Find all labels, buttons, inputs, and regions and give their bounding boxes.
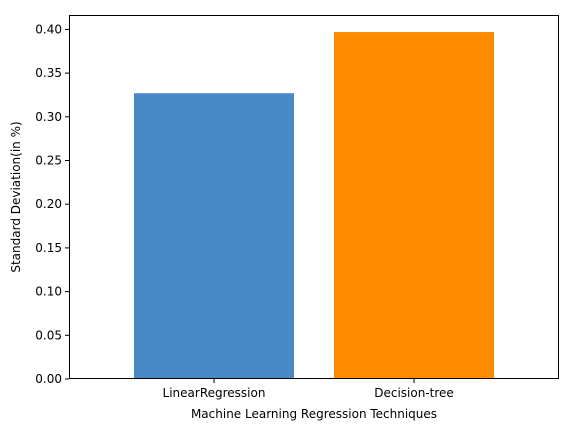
- bars-layer: [134, 32, 494, 379]
- y-tick-label: 0.25: [35, 154, 62, 168]
- y-tick-label: 0.20: [35, 197, 62, 211]
- y-tick-label: 0.05: [35, 328, 62, 342]
- y-tick-label: 0.35: [35, 66, 62, 80]
- x-axis-label: Machine Learning Regression Techniques: [191, 407, 437, 421]
- y-tick-label: 0.10: [35, 285, 62, 299]
- y-tick-label: 0.15: [35, 241, 62, 255]
- y-tick-label: 0.30: [35, 110, 62, 124]
- bar-decision-tree: [334, 32, 494, 379]
- x-tick-label: LinearRegression: [163, 386, 266, 400]
- plot-frame: [69, 15, 559, 379]
- y-tick-label: 0.40: [35, 22, 62, 36]
- y-axis-ticks: 0.00 0.05 0.10 0.15 0.20 0.25 0.30 0.35 0.40: [35, 22, 69, 386]
- x-axis-ticks: LinearRegression Decision-tree: [163, 379, 454, 400]
- y-tick-label: 0.00: [35, 372, 62, 386]
- bar-linearregression: [134, 93, 294, 379]
- y-axis-label: Standard Deviation(in %): [9, 121, 23, 272]
- x-tick-label: Decision-tree: [374, 386, 454, 400]
